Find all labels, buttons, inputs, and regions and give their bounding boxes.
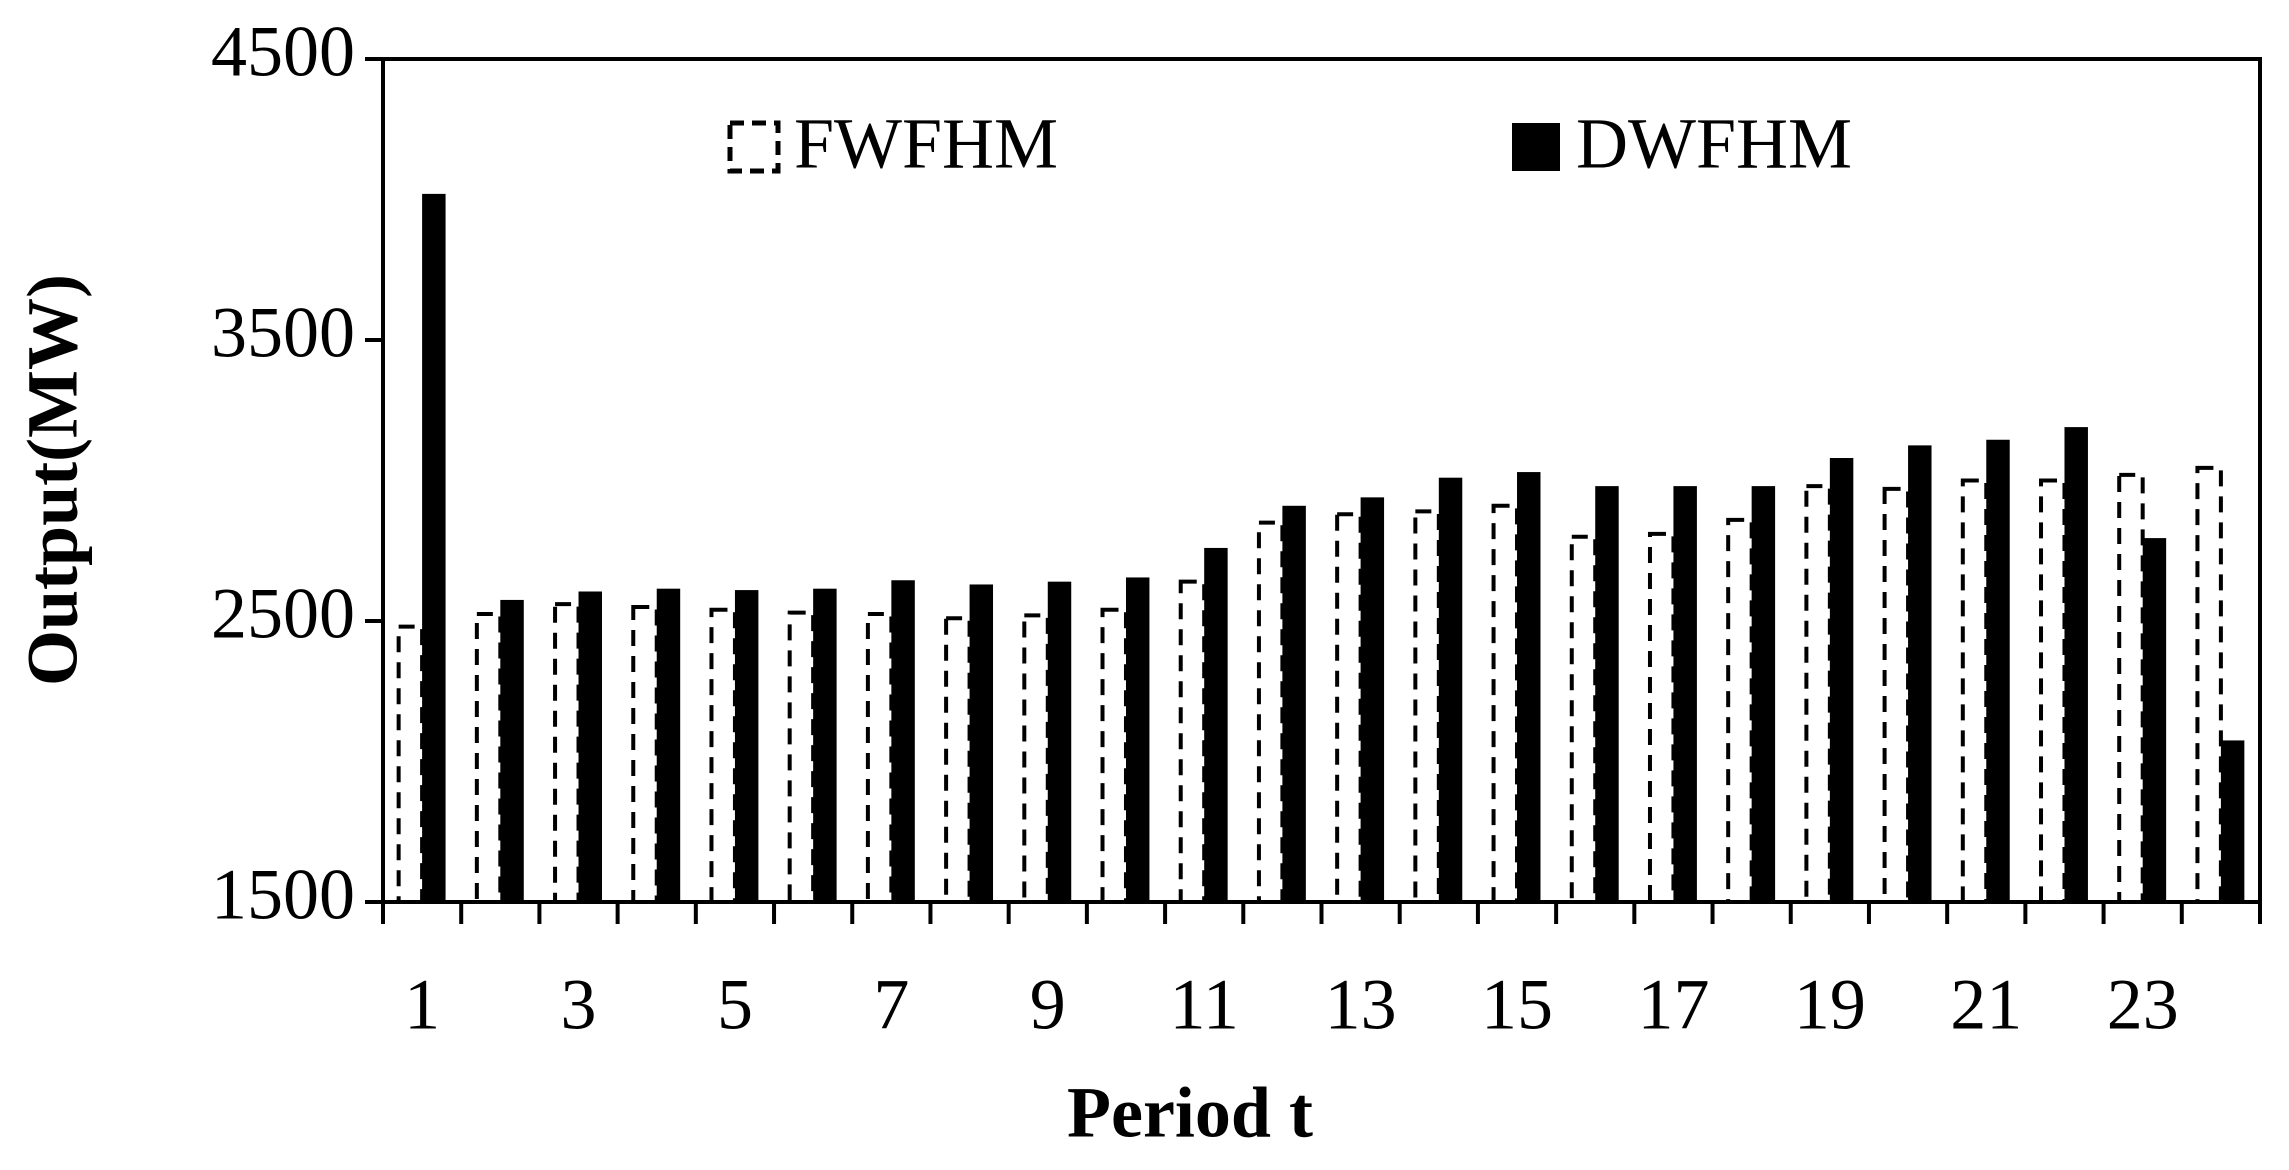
x-tick-label: 23 [2107,965,2179,1045]
bar [1491,503,1520,904]
bar [1960,478,1989,904]
y-tick-label: 3500 [211,293,355,373]
bar [474,611,503,904]
bar [1125,577,1150,902]
x-tick-label: 19 [1794,965,1866,1045]
x-tick-label: 15 [1481,965,1553,1045]
bar [1517,472,1541,902]
bar [578,591,602,902]
bar [944,616,972,904]
x-tick-label: 1 [404,965,440,1045]
legend-swatch [1512,123,1560,171]
x-tick-label: 13 [1325,965,1397,1045]
bar [631,604,659,904]
bar [396,624,425,904]
y-tick-label: 2500 [211,574,355,654]
x-tick-label: 17 [1637,965,1709,1045]
bar [2142,538,2167,902]
legend-label: FWFHM [794,104,1058,184]
bar [734,590,759,902]
y-tick-label: 1500 [211,855,355,935]
bar [1882,486,1911,904]
bar [1282,505,1306,902]
x-tick-label: 3 [561,965,597,1045]
y-axis-title: Output(MW) [13,274,93,686]
bar [1986,439,2010,902]
bar [1047,581,1072,902]
bar [422,193,446,902]
bar [656,588,681,902]
bar [709,607,737,904]
bar [1438,477,1463,902]
bar [1751,486,1776,902]
legend-swatch [727,120,781,174]
bar [2220,740,2245,902]
bar [500,599,524,902]
bar [865,611,894,904]
bar [1569,534,1598,904]
bar [1360,497,1385,902]
bar [1256,520,1285,905]
bar [1726,517,1754,905]
bar [1673,486,1697,902]
bar [2195,465,2223,904]
bar [1413,509,1441,904]
bar [787,610,816,904]
bar [1908,445,1932,902]
x-tick-label: 9 [1030,965,1066,1045]
x-axis-title: Period t [1067,1073,1313,1153]
bar [1829,458,1854,902]
bar [553,602,581,904]
x-tick-label: 5 [717,965,753,1045]
bar [2117,472,2145,904]
x-tick-label: 21 [1950,965,2022,1045]
bar [2064,427,2088,902]
bar [1804,484,1832,904]
bar [813,588,837,902]
x-tick-label: 7 [873,965,909,1045]
y-tick-label: 4500 [211,12,355,92]
x-tick-label: 11 [1170,965,1239,1045]
bar [1335,512,1363,904]
bar [1100,607,1128,904]
bar [1178,579,1207,904]
bar [1204,547,1228,902]
bar [1595,486,1619,902]
legend-label: DWFHM [1576,104,1852,184]
bar [969,584,994,902]
bar [1647,531,1676,904]
plot-frame [381,57,2262,904]
bar [891,580,915,902]
bar [1022,613,1050,904]
bar [2039,478,2067,904]
